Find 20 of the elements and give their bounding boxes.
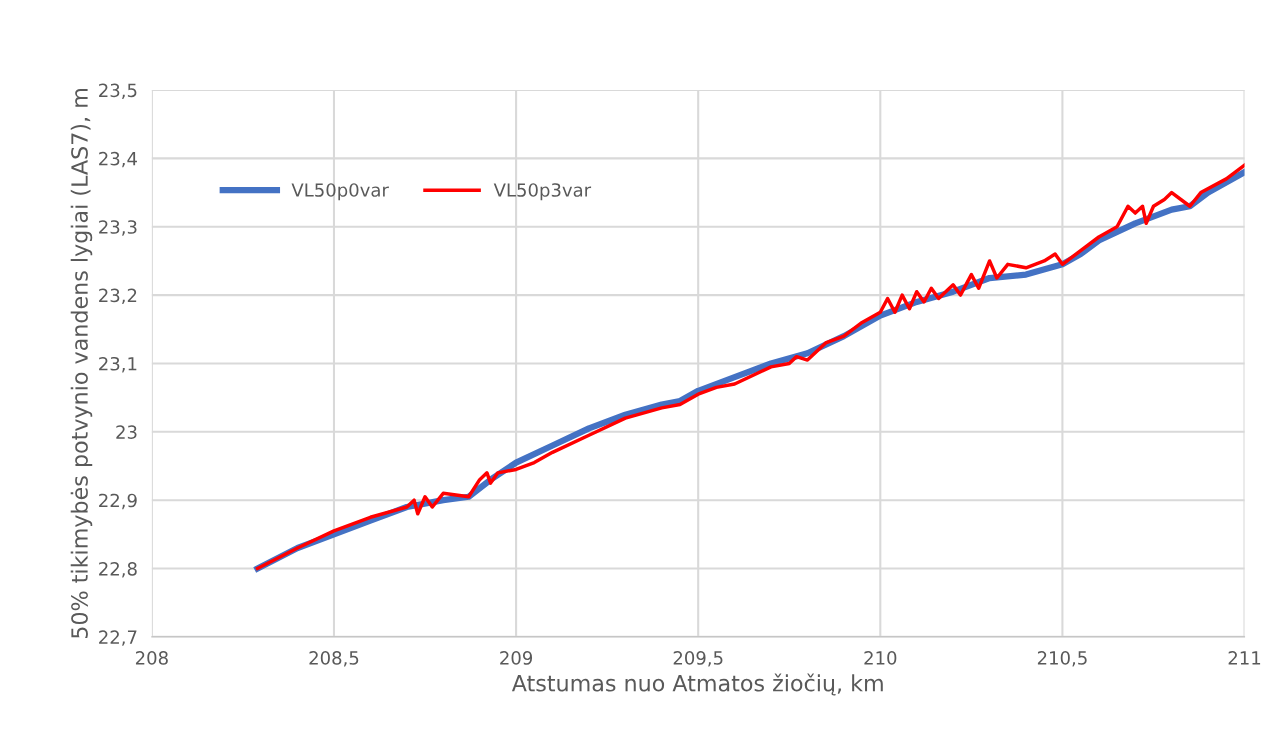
x-tick-label: 210,5	[1037, 651, 1087, 667]
x-axis-title: Atstumas nuo Atmatos žiočių, km	[511, 673, 883, 696]
x-tick-label: 208	[135, 651, 168, 665]
x-tick-label: 209,5	[673, 651, 723, 667]
x-tick-label: 211	[1228, 651, 1261, 665]
y-tick-label: 23,2	[99, 288, 137, 305]
legend-label: VL50p0var	[291, 183, 389, 201]
y-tick-label: 22,9	[99, 493, 137, 510]
x-tick-label: 208,5	[309, 651, 359, 667]
y-tick-label: 23,4	[99, 151, 137, 168]
y-tick-label: 23,3	[99, 220, 137, 236]
x-tick-label: 209	[500, 651, 533, 665]
y-tick-label: 22,8	[99, 562, 137, 578]
y-tick-label: 23	[116, 425, 137, 439]
y-tick-label: 23,1	[99, 356, 137, 373]
y-axis-title: 50% tikimybės potvynio vandens lygiai (LAS7), m	[70, 89, 93, 638]
y-tick-label: 22,7	[99, 630, 137, 646]
legend-label: VL50p3var	[493, 183, 592, 201]
y-tick-label: 23,5	[99, 83, 137, 99]
x-tick-label: 210	[864, 651, 897, 665]
